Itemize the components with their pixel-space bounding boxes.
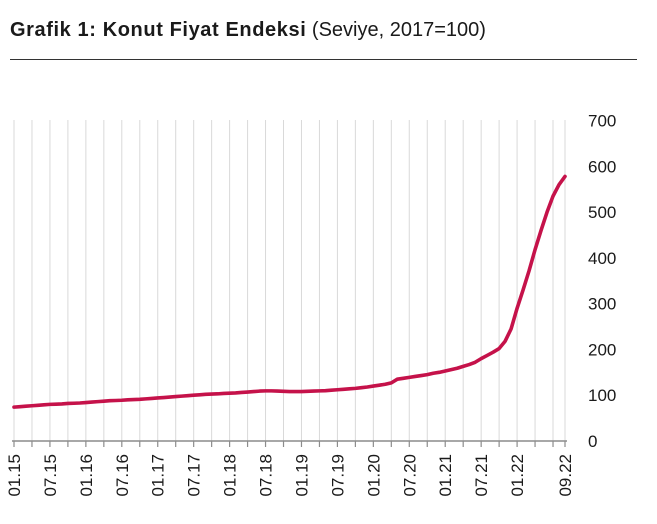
chart-title-unit: (Seviye, 2017=100) [311,19,486,41]
y-tick-label: 600 [588,157,616,176]
y-tick-label: 300 [588,295,616,314]
x-tick-label: 01.16 [77,454,96,497]
x-tick-label: 07.21 [472,454,491,497]
y-tick-label: 0 [588,432,597,451]
x-axis-labels: 01.15 07.15 01.16 07.16 01.17 07.17 01.18 07.18… [5,454,575,497]
x-tick-label: 01.18 [221,454,240,497]
y-tick-label: 400 [588,249,616,268]
x-tick-label: 09.22 [556,454,575,497]
y-tick-label: 200 [588,340,616,359]
y-tick-label: 500 [588,203,616,222]
title-divider [10,59,637,60]
x-tick-label: 07.16 [113,454,132,497]
x-tick-label: 01.20 [364,454,383,497]
x-tick-label: 01.22 [508,454,527,497]
x-tick-label: 07.20 [400,454,419,497]
x-tick-label: 07.18 [257,454,276,497]
x-tick-label: 01.17 [149,454,168,497]
x-tick-label: 07.19 [328,454,347,497]
x-tick-label: 01.19 [292,454,311,497]
x-tick-label: 01.15 [5,454,24,497]
y-tick-label: 100 [588,386,616,405]
chart-title: Grafik 1: Konut Fiyat Endeksi (Seviye, 2… [10,18,486,42]
x-tick-label: 07.15 [41,454,60,497]
x-tick-label: 01.21 [436,454,455,497]
price-index-line [12,174,567,409]
y-tick-label: 700 [588,112,616,131]
y-axis-labels: 0 100 200 300 400 500 600 700 [588,112,616,451]
chart-title-main: Grafik 1: Konut Fiyat Endeksi [10,19,307,41]
x-axis-ticks [13,441,566,447]
x-tick-label: 07.17 [185,454,204,497]
